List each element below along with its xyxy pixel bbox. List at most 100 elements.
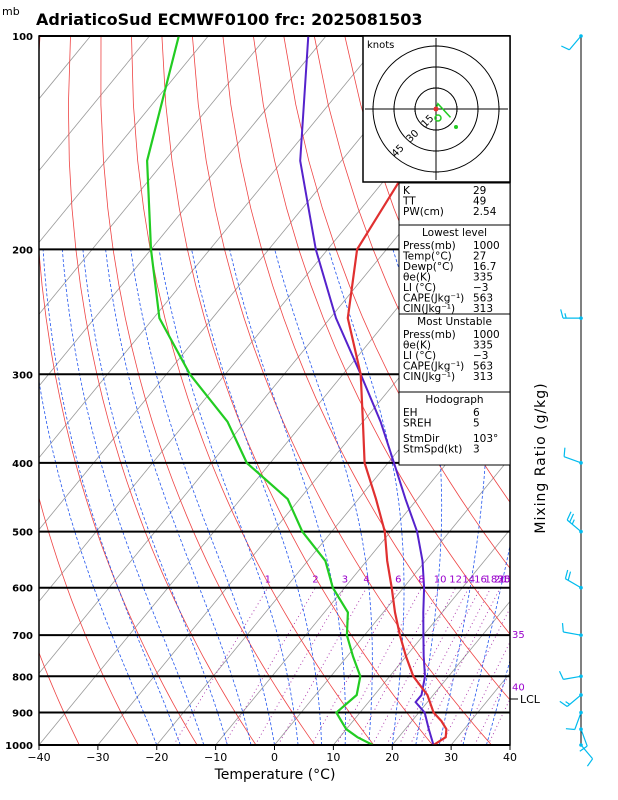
wind-barb-half-feather (571, 519, 575, 525)
pressure-tick-label: 300 (12, 370, 33, 381)
wind-barb-shaft (563, 675, 582, 680)
mixing-ratio-line (254, 587, 346, 745)
wind-barb-shaft (563, 456, 582, 464)
index-value: 49 (473, 196, 486, 208)
most-unstable-heading: Most Unstable (417, 316, 492, 328)
mixing-ratio-label: 25 (498, 575, 511, 586)
pressure-tick-label: 1000 (5, 741, 33, 752)
index-label: θe(K) (403, 340, 431, 352)
mixing-ratio-label: 16 (474, 575, 487, 586)
mixing-ratio-line (487, 697, 510, 745)
dry-adiabat (283, 36, 510, 569)
index-label: StmSpd(kt) (403, 444, 462, 456)
pressure-unit-label: mb (2, 5, 20, 18)
mixing-ratio-line (336, 587, 422, 745)
wind-barb-shaft (580, 728, 588, 747)
wind-barb-feather (558, 671, 564, 680)
mixing-ratio-line (311, 587, 399, 745)
dry-adiabat (39, 651, 80, 745)
wind-barb-shaft (563, 631, 582, 636)
isotherm-line (39, 36, 386, 459)
wind-barb-feather (569, 513, 575, 523)
x-tick-label: −30 (86, 751, 109, 764)
x-tick-label: 40 (503, 751, 517, 764)
wind-barb-feather (565, 728, 575, 731)
isotherm-line (333, 528, 510, 745)
lcl-label: LCL (520, 693, 541, 706)
moist-adiabat (130, 249, 275, 745)
index-box-hodograph (398, 391, 511, 466)
x-tick-label: −20 (145, 751, 168, 764)
pressure-tick-label: 700 (12, 631, 33, 642)
isotherm-line (39, 36, 268, 315)
mixing-ratio-line (409, 587, 492, 745)
lowest-level-heading: Lowest level (422, 227, 487, 239)
dry-adiabat (161, 36, 434, 745)
dry-adiabat (589, 36, 618, 760)
index-label: Press(mb) (403, 329, 456, 341)
index-label: EH (403, 407, 418, 419)
hodograph-units: knots (367, 40, 394, 51)
index-label: θe(K) (403, 272, 431, 284)
index-value: 563 (473, 293, 493, 305)
mixing-ratio-line (419, 587, 501, 745)
mixing-ratio-label: 18 (485, 575, 498, 586)
pressure-tick-label: 600 (12, 584, 33, 595)
mixing-ratio-axis-title: Mixing Ratio (g/kg) (533, 382, 549, 533)
isotherm-line (39, 169, 510, 745)
dry-adiabat (39, 36, 198, 745)
x-tick-label: 20 (385, 751, 399, 764)
index-value: 27 (473, 251, 486, 263)
dry-adiabat (558, 36, 618, 760)
moist-adiabat (191, 249, 322, 745)
index-value: 2.54 (473, 206, 497, 218)
x-axis-title: Temperature (°C) (214, 767, 336, 783)
background-lines (39, 36, 618, 760)
x-tick-label: 30 (444, 751, 458, 764)
index-value: 103° (473, 433, 498, 445)
dry-adiabat (222, 36, 510, 701)
mixing-ratio-line (173, 587, 269, 745)
index-value: −3 (473, 282, 488, 294)
index-box-top (398, 182, 511, 226)
index-label: PW(cm) (403, 206, 444, 218)
index-value: 6 (473, 407, 480, 419)
index-value: 1000 (473, 329, 500, 341)
index-label: LI (°C) (403, 282, 436, 294)
mixing-ratio-label: 2 (312, 575, 318, 586)
lcl-marker: LCL (510, 693, 541, 706)
index-label: SREH (403, 418, 432, 430)
index-label: CAPE(Jkg⁻¹) (403, 361, 464, 373)
x-tick-label: −40 (27, 751, 50, 764)
index-label: CAPE(Jkg⁻¹) (403, 293, 464, 305)
moist-adiabat (82, 249, 228, 745)
index-value: 335 (473, 340, 493, 352)
wind-barb-feather (561, 45, 570, 51)
isotherm-line (509, 744, 510, 745)
wind-barb-feather (586, 758, 594, 767)
moist-adiabat (229, 249, 346, 745)
x-tick-label: 10 (326, 751, 340, 764)
index-label: LI (°C) (403, 350, 436, 362)
pressure-tick-label: 900 (12, 709, 33, 720)
index-label: Dewp(°C) (403, 261, 454, 273)
index-label: StmDir (403, 433, 440, 445)
mixing-ratio-label: 8 (418, 575, 424, 586)
isotherm-line (39, 36, 150, 172)
index-label: TT (402, 196, 416, 208)
index-label: Temp(°C) (402, 251, 452, 263)
moist-adiabat (61, 249, 205, 745)
isotherm-line (274, 457, 510, 745)
moist-adiabat (158, 249, 299, 745)
dry-adiabat (496, 36, 510, 72)
mixing-ratio-line (223, 587, 316, 745)
mixing-ratio-line (474, 670, 510, 745)
dry-adiabat (131, 36, 375, 745)
moist-adiabat (39, 379, 158, 745)
index-value: 3 (473, 444, 480, 456)
x-tick-label: −10 (204, 751, 227, 764)
dewpoint-curve (145, 36, 374, 745)
